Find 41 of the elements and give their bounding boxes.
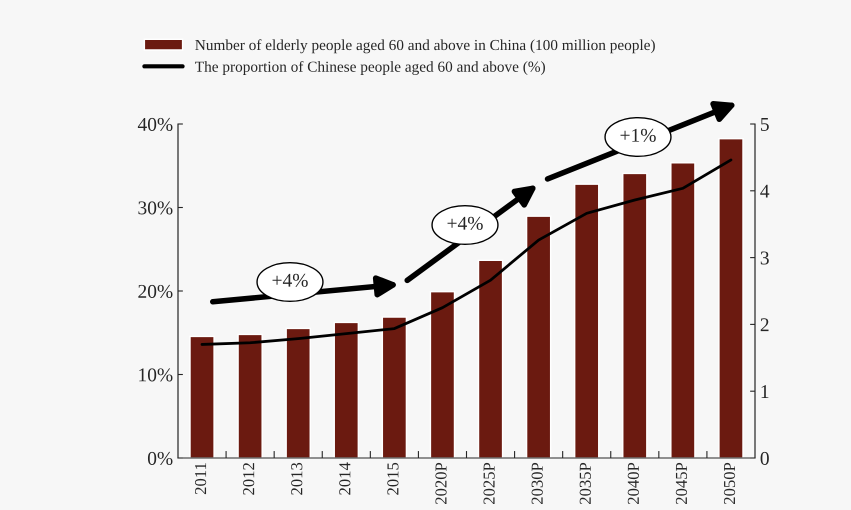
x-tick-label: 2011 [194, 463, 206, 494]
x-tick-label: 2013 [291, 462, 302, 495]
y-tick-label: 20% [138, 284, 172, 298]
x-tick-label: 2014 [339, 462, 350, 495]
legend-label: Number of elderly people aged 60 and above in China (100 million people) [195, 39, 655, 54]
y2-tick-label: 5 [760, 118, 769, 131]
x-tick-label: 2035P [580, 462, 591, 504]
bar [574, 183, 600, 458]
bar [622, 172, 648, 458]
annotation: +4% [272, 274, 308, 287]
y2-tick-label: 1 [762, 385, 768, 398]
x-tick-label: 2040P [628, 462, 639, 504]
y-tick-label: 10% [139, 368, 172, 382]
y-tick-label: 0% [148, 452, 172, 465]
bar [189, 336, 215, 458]
x-tick-label: 2012 [243, 463, 254, 495]
x-tick-label: 2045P [676, 462, 688, 504]
bar [478, 260, 504, 458]
bar [237, 334, 263, 458]
x-tick-label: 2050P [724, 462, 736, 504]
bar [718, 138, 744, 458]
y2-tick-label: 3 [760, 251, 769, 265]
y2-tick-label: 4 [760, 184, 770, 198]
x-tick-label: 2030P [532, 462, 543, 504]
y-tick-label: 30% [138, 201, 172, 214]
x-tick-label: 2015 [387, 462, 399, 495]
x-tick-label: 2020P [435, 462, 447, 504]
y2-tick-label: 2 [760, 318, 769, 332]
bar [285, 328, 311, 458]
y-tick-label: 40% [138, 118, 172, 131]
y2-tick-label: 0 [760, 452, 769, 465]
line-series [200, 158, 732, 346]
annotation: +1% [620, 128, 656, 142]
bar [382, 316, 408, 458]
bar [526, 215, 552, 458]
legend-label: The proportion of Chinese people aged 60 and above (%) [195, 60, 545, 75]
bar [334, 322, 360, 458]
annotation: +4% [448, 216, 483, 230]
x-tick-label: 2025P [483, 462, 495, 504]
bar [430, 290, 456, 458]
bar [670, 162, 696, 458]
